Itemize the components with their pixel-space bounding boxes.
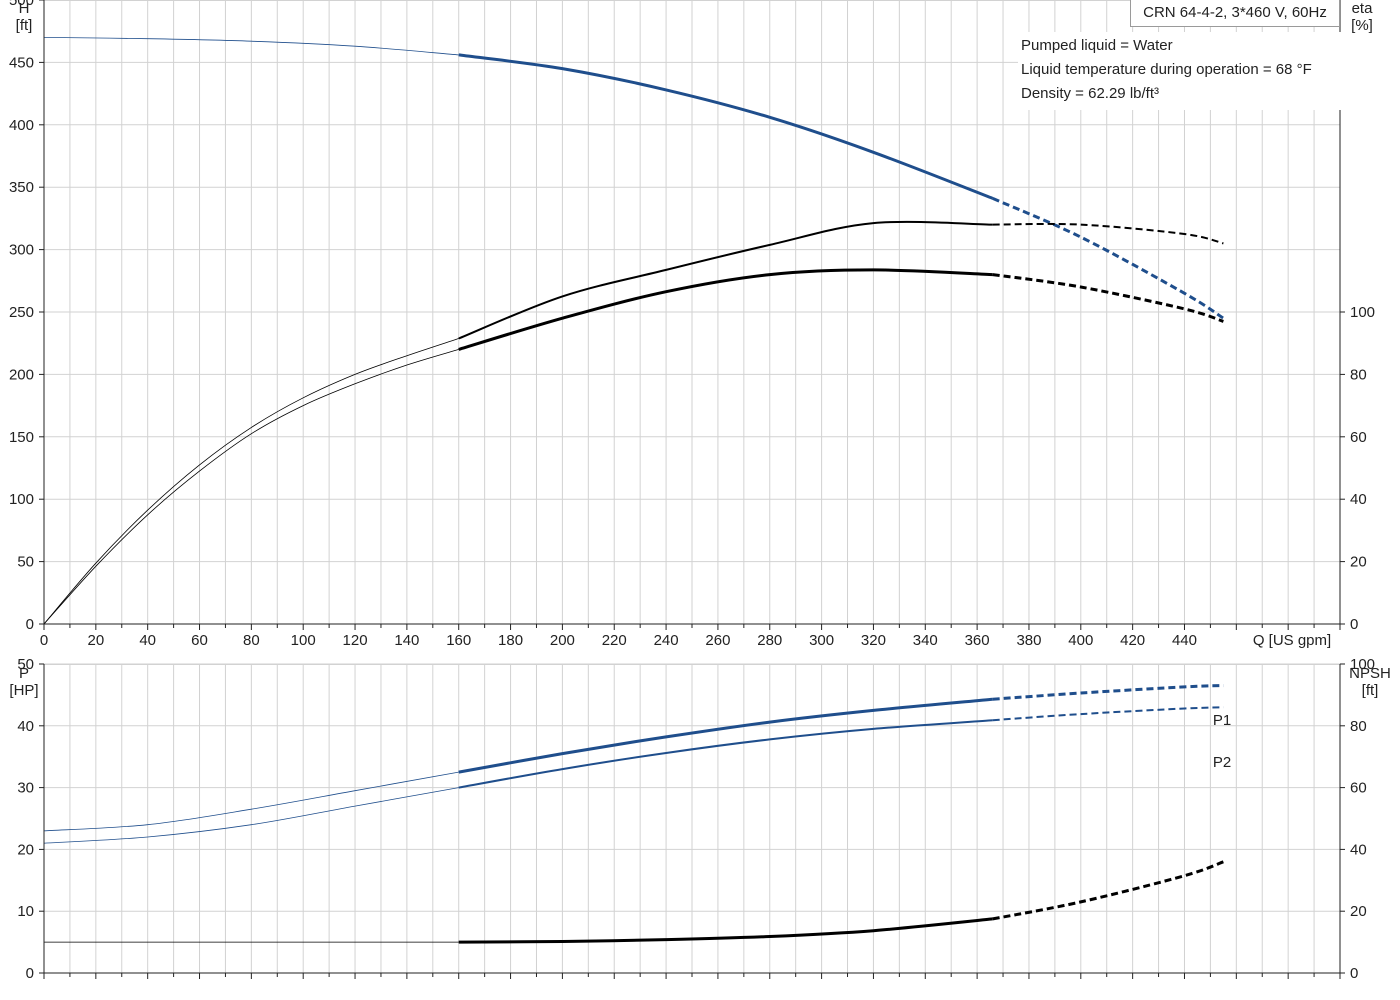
x-tick-label: 180 xyxy=(498,632,523,649)
top-series-1-line xyxy=(458,53,994,200)
bottom-series-1-line xyxy=(458,697,993,774)
top-left-tick-label: 350 xyxy=(9,179,34,196)
top-right-axis-unit: [%] xyxy=(1351,17,1373,34)
top-grid xyxy=(43,0,1341,625)
top-left-tick-label: 200 xyxy=(9,366,34,383)
top-left-tick-label: 300 xyxy=(9,242,34,259)
bottom-series-1-line xyxy=(992,684,1224,701)
x-tick-label: 260 xyxy=(705,632,730,649)
top-series-3-line xyxy=(458,268,993,351)
x-tick-label: 120 xyxy=(343,632,368,649)
bottom-left-tick-label: 10 xyxy=(17,903,34,920)
top-right-tick-label: 80 xyxy=(1350,366,1367,383)
x-tick-label: 40 xyxy=(139,632,156,649)
top-series-2-line xyxy=(992,222,1224,245)
top-series-3-line xyxy=(43,349,459,625)
top-right-tick-label: 0 xyxy=(1350,616,1358,633)
x-tick-label: 300 xyxy=(809,632,834,649)
chart-title: CRN 64-4-2, 3*460 V, 60Hz xyxy=(1130,0,1340,27)
temperature-note: Liquid temperature during operation = 68… xyxy=(1021,61,1312,78)
x-tick-label: 240 xyxy=(654,632,679,649)
bottom-left-tick-label: 40 xyxy=(17,718,34,735)
top-left-tick-label: 100 xyxy=(9,491,34,508)
top-right-tick-label: 100 xyxy=(1350,304,1375,321)
top-left-tick-label: 500 xyxy=(9,0,34,9)
x-tick-label: 160 xyxy=(446,632,471,649)
top-series-3-line xyxy=(992,273,1224,323)
bottom-right-tick-label: 80 xyxy=(1350,718,1367,735)
bottom-series-1-line xyxy=(43,771,459,832)
x-tick-label: 360 xyxy=(965,632,990,649)
density-note: Density = 62.29 lb/ft³ xyxy=(1021,85,1159,102)
x-tick-label: 420 xyxy=(1120,632,1145,649)
p2-label: P2 xyxy=(1213,754,1231,771)
x-tick-label: 380 xyxy=(1016,632,1041,649)
bottom-curves xyxy=(43,684,1224,944)
bottom-left-tick-label: 50 xyxy=(17,656,34,673)
top-left-axis-title: H xyxy=(19,0,30,17)
top-left-tick-label: 0 xyxy=(26,616,34,633)
bottom-right-tick-label: 60 xyxy=(1350,780,1367,797)
top-left-tick-label: 450 xyxy=(9,54,34,71)
x-tick-label: 400 xyxy=(1068,632,1093,649)
bottom-series-2-line xyxy=(992,706,1224,722)
x-tick-label: 0 xyxy=(40,632,48,649)
top-left-tick-label: 50 xyxy=(17,554,34,571)
x-tick-label: 60 xyxy=(191,632,208,649)
x-tick-label: 340 xyxy=(913,632,938,649)
x-tick-label: 440 xyxy=(1172,632,1197,649)
labels: 0501001502002503003504004505000204060801… xyxy=(9,0,1391,982)
top-left-axis-unit: [ft] xyxy=(16,17,33,34)
bottom-series-2-line xyxy=(43,787,459,844)
p1-label: P1 xyxy=(1213,712,1231,729)
x-axis-title: Q [US gpm] xyxy=(1253,632,1331,649)
bottom-series-3-line xyxy=(458,917,993,944)
bottom-right-tick-label: 20 xyxy=(1350,903,1367,920)
bottom-axes xyxy=(39,663,1345,979)
bottom-right-axis-title: NPSH xyxy=(1349,665,1391,682)
bottom-left-tick-label: 20 xyxy=(17,841,34,858)
x-tick-label: 80 xyxy=(243,632,260,649)
top-left-tick-label: 250 xyxy=(9,304,34,321)
pumped-liquid-note: Pumped liquid = Water xyxy=(1021,37,1173,54)
bottom-left-tick-label: 0 xyxy=(26,965,34,982)
bottom-right-tick-label: 100 xyxy=(1350,656,1375,673)
top-left-tick-label: 150 xyxy=(9,429,34,446)
top-right-tick-label: 20 xyxy=(1350,554,1367,571)
top-series-1-line xyxy=(992,197,1225,320)
top-series-2-line xyxy=(43,338,459,625)
bottom-series-3-line xyxy=(992,860,1224,921)
x-tick-label: 140 xyxy=(394,632,419,649)
info-box: Pumped liquid = Water Liquid temperature… xyxy=(1018,32,1344,110)
x-tick-label: 200 xyxy=(550,632,575,649)
bottom-grid xyxy=(43,663,1341,974)
x-tick-label: 320 xyxy=(861,632,886,649)
top-right-tick-label: 40 xyxy=(1350,491,1367,508)
top-right-tick-label: 60 xyxy=(1350,429,1367,446)
top-left-tick-label: 400 xyxy=(9,117,34,134)
top-right-axis-title: eta xyxy=(1352,0,1374,17)
top-series-1-line xyxy=(43,37,459,56)
bottom-series-2-line xyxy=(458,719,993,789)
x-tick-label: 280 xyxy=(757,632,782,649)
x-tick-label: 100 xyxy=(291,632,316,649)
top-series-2-line xyxy=(458,220,993,340)
bottom-right-tick-label: 40 xyxy=(1350,841,1367,858)
bottom-left-axis-unit: [HP] xyxy=(9,682,38,699)
bottom-left-tick-label: 30 xyxy=(17,780,34,797)
top-curves xyxy=(43,37,1225,625)
bottom-right-axis-unit: [ft] xyxy=(1362,682,1379,699)
bottom-left-axis-title: P xyxy=(19,665,29,682)
bottom-right-tick-label: 0 xyxy=(1350,965,1358,982)
x-tick-label: 220 xyxy=(602,632,627,649)
x-tick-label: 20 xyxy=(87,632,104,649)
